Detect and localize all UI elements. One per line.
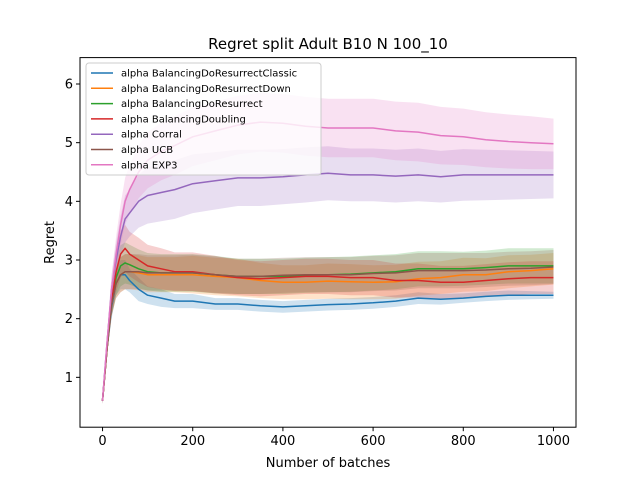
x-axis-label: Number of batches [266,456,391,471]
y-axis-ticks: 1 2 3 4 5 6 [65,78,80,386]
legend: alpha BalancingDoResurrectClassic alpha B… [85,62,322,176]
legend-entry-label: alpha EXP3 [121,160,177,171]
legend-box [85,62,322,176]
line-alpha-ucb [101,266,554,401]
x-tick-label: 600 [361,434,386,449]
band-alpha-balancingdoresurrectdown [102,253,554,404]
x-tick-label: 800 [451,434,476,449]
band-alpha-balancingdoresurrectclassic [102,260,554,404]
band-alpha-exp3 [102,92,554,404]
legend-entry-label: alpha BalancingDoResurrectClassic [121,69,297,80]
band-alpha-ucb [102,250,554,404]
x-tick-label: 400 [270,434,295,449]
y-tick-label: 4 [65,195,73,210]
axes-frame [79,57,577,428]
line-alpha-corral [101,172,554,401]
legend-entry-label: alpha Corral [121,130,182,141]
x-tick-label: 1000 [537,434,570,449]
legend-entry-label: alpha BalancingDoubling [121,114,246,125]
y-tick-label: 1 [65,371,73,386]
line-alpha-balancingdoresurrectclassic [101,273,554,401]
legend-entry-label: alpha BalancingDoResurrect [121,99,263,110]
x-tick-label: 0 [98,434,106,449]
x-axis-ticks: 0 200 400 600 800 1000 [98,427,570,449]
y-tick-label: 2 [65,312,73,327]
legend-entry-label: alpha BalancingDoResurrectDown [121,84,291,95]
y-tick-label: 3 [65,254,73,269]
line-alpha-balancingdoubling [101,247,554,401]
x-tick-label: 200 [180,434,205,449]
plot-area [101,92,554,404]
chart-title: Regret split Adult B10 N 100_10 [208,35,448,54]
y-tick-label: 6 [65,78,73,93]
y-axis-label: Regret [43,221,58,264]
legend-entry-label: alpha UCB [121,145,173,156]
y-tick-label: 5 [65,136,73,151]
